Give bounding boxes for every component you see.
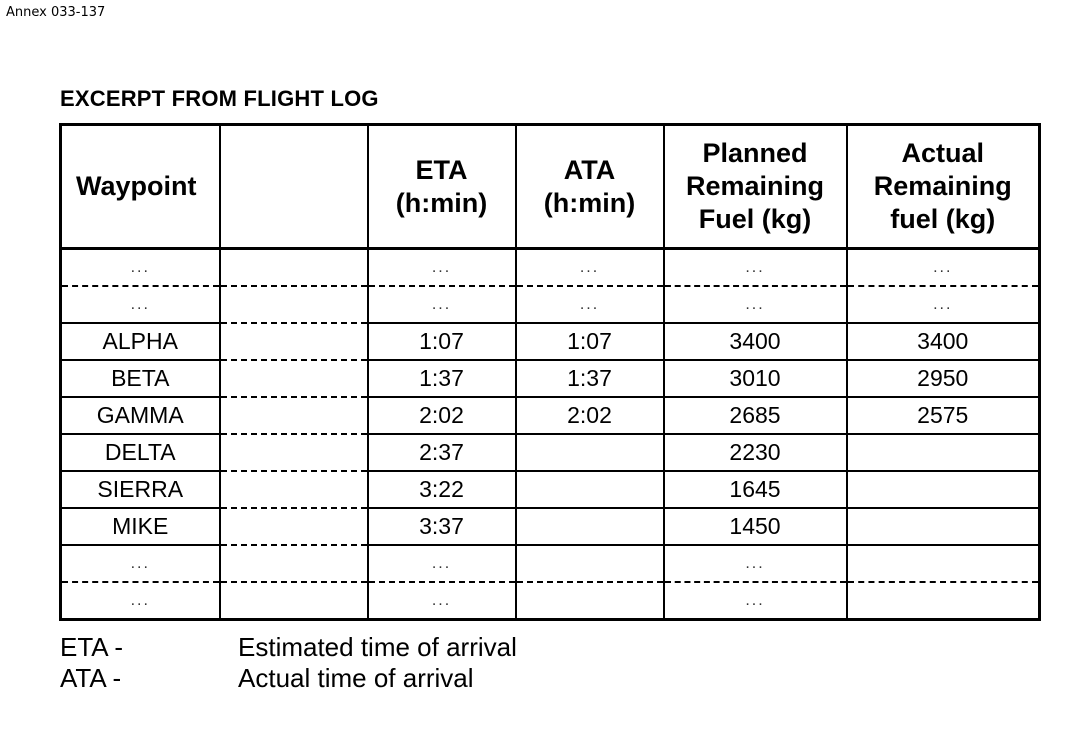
cell-actual-fuel: ... <box>845 285 1041 324</box>
legend: ETA - Estimated time of arrival ATA - Ac… <box>60 632 517 694</box>
cell-blank <box>218 544 369 583</box>
table-row: ............... <box>59 285 1041 324</box>
cell-actual-fuel <box>845 433 1041 472</box>
table-row: BETA 1:37 1:37 3010 2950 <box>59 359 1041 398</box>
table-row: SIERRA 3:22 1645 <box>59 470 1041 509</box>
cell-actual-fuel: ... <box>845 247 1041 287</box>
cell-planned-fuel: 3010 <box>662 359 848 398</box>
cell-eta: ... <box>366 544 517 583</box>
cell-planned-fuel: 1450 <box>662 507 848 546</box>
table-row: ......... <box>59 581 1041 621</box>
cell-waypoint: BETA <box>59 359 221 398</box>
header-ata-line2: (h:min) <box>543 187 636 218</box>
cell-ata: ... <box>514 285 665 324</box>
cell-blank <box>218 470 369 509</box>
cell-ata <box>514 433 665 472</box>
flight-log-body: .............................. ALPHA 1:07 1… <box>59 247 1041 621</box>
header-ata-line1: ATA <box>563 154 616 185</box>
cell-actual-fuel: 2575 <box>845 396 1041 435</box>
cell-blank <box>218 396 369 435</box>
page-title: EXCERPT FROM FLIGHT LOG <box>60 86 379 111</box>
cell-ata: 2:02 <box>514 396 665 435</box>
header-eta-line1: ETA <box>415 154 468 185</box>
legend-text: Actual time of arrival <box>238 663 474 693</box>
cell-planned-fuel: ... <box>662 544 848 583</box>
cell-ata <box>514 507 665 546</box>
cell-blank <box>218 581 369 621</box>
cell-actual-fuel <box>845 470 1041 509</box>
cell-eta: 3:37 <box>366 507 517 546</box>
cell-planned-fuel: ... <box>662 285 848 324</box>
cell-blank <box>218 247 369 287</box>
header-eta: ETA (h:min) <box>366 123 517 250</box>
header-planned-fuel: Planned Remaining Fuel (kg) <box>662 123 848 250</box>
cell-waypoint: ALPHA <box>59 322 221 361</box>
cell-actual-fuel <box>845 507 1041 546</box>
header-row: Waypoint ETA (h:min) ATA (h:min) Planned… <box>59 123 1041 250</box>
header-planned-line1: Planned <box>702 138 808 168</box>
table-row: ............... <box>59 247 1041 287</box>
cell-blank <box>218 359 369 398</box>
cell-actual-fuel <box>845 544 1041 583</box>
header-actual-fuel: Actual Remaining fuel (kg) <box>845 123 1041 250</box>
cell-waypoint: DELTA <box>59 433 221 472</box>
header-ata: ATA (h:min) <box>514 123 665 250</box>
cell-eta: ... <box>366 247 517 287</box>
table-row: DELTA 2:37 2230 <box>59 433 1041 472</box>
header-actual-line2: Remaining <box>873 171 1012 201</box>
legend-abbr: ETA - <box>60 632 124 662</box>
legend-row: ATA - Actual time of arrival <box>60 663 517 694</box>
cell-actual-fuel: 2950 <box>845 359 1041 398</box>
cell-blank <box>218 433 369 472</box>
header-waypoint: Waypoint <box>59 123 221 250</box>
table-row: ALPHA 1:07 1:07 3400 3400 <box>59 322 1041 361</box>
header-planned-line3: Fuel (kg) <box>698 204 812 234</box>
cell-eta: 2:02 <box>366 396 517 435</box>
cell-eta: 2:37 <box>366 433 517 472</box>
cell-waypoint: ... <box>59 285 221 324</box>
cell-eta: ... <box>366 285 517 324</box>
cell-actual-fuel: 3400 <box>845 322 1041 361</box>
cell-waypoint: MIKE <box>59 507 221 546</box>
header-planned-line2: Remaining <box>685 171 825 201</box>
cell-blank <box>218 285 369 324</box>
cell-eta: 3:22 <box>366 470 517 509</box>
legend-text: Estimated time of arrival <box>238 632 517 662</box>
header-actual-line3: fuel (kg) <box>890 204 996 234</box>
annex-label: Annex 033-137 <box>6 5 106 20</box>
cell-ata <box>514 470 665 509</box>
cell-eta: ... <box>366 581 517 621</box>
cell-planned-fuel: ... <box>662 247 848 287</box>
cell-ata: 1:37 <box>514 359 665 398</box>
cell-ata <box>514 581 665 621</box>
table-row: ......... <box>59 544 1041 583</box>
cell-planned-fuel: 1645 <box>662 470 848 509</box>
cell-waypoint: SIERRA <box>59 470 221 509</box>
header-actual-line1: Actual <box>901 138 985 168</box>
cell-planned-fuel: ... <box>662 581 848 621</box>
cell-ata <box>514 544 665 583</box>
flight-log-table: Waypoint ETA (h:min) ATA (h:min) Planned… <box>59 123 1041 621</box>
cell-planned-fuel: 2685 <box>662 396 848 435</box>
cell-waypoint: ... <box>59 247 221 287</box>
table-row: MIKE 3:37 1450 <box>59 507 1041 546</box>
cell-eta: 1:37 <box>366 359 517 398</box>
cell-planned-fuel: 2230 <box>662 433 848 472</box>
cell-waypoint: ... <box>59 581 221 621</box>
cell-waypoint: GAMMA <box>59 396 221 435</box>
legend-abbr: ATA - <box>60 663 122 693</box>
cell-actual-fuel <box>845 581 1041 621</box>
header-eta-line2: (h:min) <box>395 187 488 218</box>
cell-blank <box>218 322 369 361</box>
cell-planned-fuel: 3400 <box>662 322 848 361</box>
legend-row: ETA - Estimated time of arrival <box>60 632 517 663</box>
cell-waypoint: ... <box>59 544 221 583</box>
header-blank <box>218 123 369 250</box>
table-row: GAMMA 2:02 2:02 2685 2575 <box>59 396 1041 435</box>
cell-blank <box>218 507 369 546</box>
cell-ata: ... <box>514 247 665 287</box>
cell-ata: 1:07 <box>514 322 665 361</box>
cell-eta: 1:07 <box>366 322 517 361</box>
